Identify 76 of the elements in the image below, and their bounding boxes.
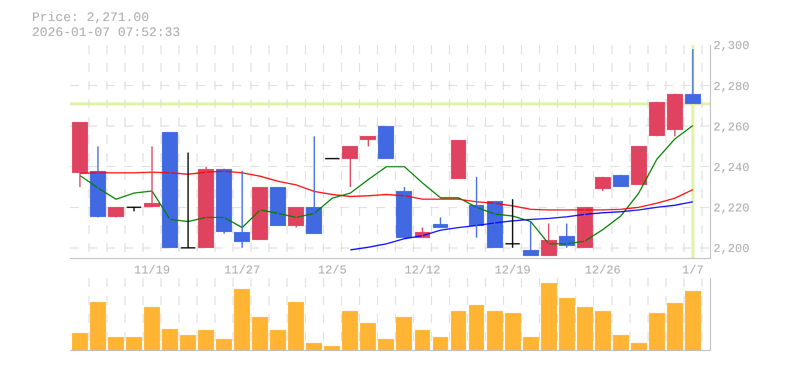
bar <box>685 291 701 350</box>
y-tick-label: 2,300 <box>713 39 750 54</box>
candlestick <box>433 216 448 228</box>
bar <box>324 346 340 350</box>
bar <box>433 337 448 350</box>
candlestick <box>144 146 160 208</box>
candlestick <box>72 121 88 188</box>
candlestick <box>487 200 503 249</box>
x-tick-label: 11/27 <box>224 263 260 278</box>
candlestick <box>649 101 665 137</box>
bar <box>469 305 484 350</box>
x-tick-label: 12/12 <box>404 263 440 278</box>
candlestick <box>613 174 629 188</box>
bar <box>180 335 196 350</box>
y-tick-label: 2,260 <box>713 120 750 134</box>
bar <box>342 311 358 350</box>
line-series <box>350 201 694 250</box>
bar <box>360 323 376 350</box>
bar <box>631 343 647 350</box>
candlestick <box>523 220 539 257</box>
bar <box>613 335 629 350</box>
bar <box>90 302 106 350</box>
candlestick <box>577 206 593 249</box>
y-tick-label: 2,220 <box>713 201 750 216</box>
candlestick <box>685 48 701 104</box>
candlestick <box>396 186 412 238</box>
bar <box>378 339 394 350</box>
bar <box>577 307 593 350</box>
candlestick <box>378 126 394 159</box>
x-tick-label: 11/19 <box>134 263 170 278</box>
bar <box>649 313 665 350</box>
candlestick <box>631 146 647 185</box>
y-tick-label: 2,280 <box>713 80 750 94</box>
bar <box>667 303 683 350</box>
y-tick-label: 2,200 <box>713 242 750 256</box>
candlestick <box>667 93 683 137</box>
bar <box>505 313 521 350</box>
bar <box>216 339 232 350</box>
bar <box>288 302 304 350</box>
candlestick <box>162 132 178 249</box>
candlestick <box>234 170 250 249</box>
y-tick-label: 2,240 <box>713 160 750 175</box>
candlestick <box>360 136 376 148</box>
bar <box>306 343 322 350</box>
x-tick-label: 12/26 <box>584 263 621 278</box>
bar <box>396 317 412 350</box>
candlestick <box>252 186 268 240</box>
chart-subtitle: 2026-01-07 07:52:33 <box>32 25 180 40</box>
bar <box>270 330 286 350</box>
bar <box>126 337 142 350</box>
bar <box>451 311 466 350</box>
bar <box>144 307 160 350</box>
candlestick <box>270 186 286 226</box>
bar <box>72 333 88 350</box>
bar <box>559 298 575 350</box>
candlestick <box>595 176 611 192</box>
candlestick <box>451 140 466 179</box>
line-series <box>79 170 694 211</box>
bar <box>595 311 611 350</box>
bar <box>541 283 557 350</box>
x-tick-label: 12/19 <box>494 263 531 278</box>
candlestick <box>342 146 358 188</box>
chart-title: Price: 2,271.00 <box>32 10 150 25</box>
x-tick-label: 1/7 <box>682 263 704 278</box>
x-tick-label: 12/5 <box>318 263 347 278</box>
candlestick <box>180 152 196 249</box>
bar <box>523 337 539 350</box>
bar <box>198 330 214 350</box>
candlestick <box>108 206 124 218</box>
bar <box>487 311 503 350</box>
bar <box>108 337 124 350</box>
bar <box>252 317 268 350</box>
bar <box>234 289 250 350</box>
candlestick <box>504 198 520 249</box>
bar <box>415 330 430 350</box>
bar <box>162 329 178 350</box>
